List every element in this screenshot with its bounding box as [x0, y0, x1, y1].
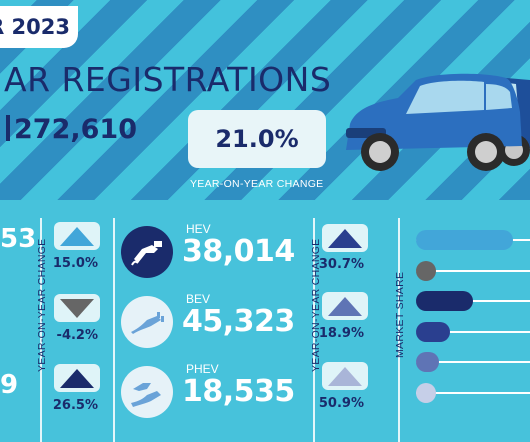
up-arrow-icon	[60, 368, 94, 388]
right-change-value-1: 30.7%	[318, 257, 364, 272]
fuel-nozzle-icon	[131, 241, 162, 266]
share-bar	[416, 321, 451, 342]
yoy-percent: 21.0%	[215, 125, 299, 153]
hybrid-plug-nozzle-icon	[131, 383, 161, 407]
share-bar	[416, 260, 436, 281]
share-bar	[416, 230, 513, 250]
hev-value: 38,014	[182, 234, 295, 269]
divider-1	[40, 218, 42, 442]
change-tile-3	[54, 364, 100, 392]
bev-badge	[121, 296, 173, 348]
year-badge: R 2023	[0, 6, 78, 48]
share-bar	[416, 352, 439, 372]
up-arrow-icon	[328, 366, 362, 386]
share-bar	[416, 382, 436, 403]
down-arrow-icon	[60, 298, 94, 318]
right-change-tile-1	[322, 224, 368, 252]
change-value-1: 15.0%	[52, 256, 98, 271]
divider-2	[113, 218, 115, 442]
divider-3	[313, 218, 315, 442]
right-change-tile-2	[322, 292, 368, 320]
phev-badge	[121, 366, 173, 418]
share-line	[416, 269, 530, 272]
partial-value-bottom: 9	[0, 370, 19, 400]
share-line	[416, 300, 530, 302]
market-share-label: MARKET SHARE	[394, 271, 406, 358]
change-value-2: -4.2%	[56, 328, 98, 343]
bev-value: 45,323	[182, 304, 295, 339]
right-change-value-3: 50.9%	[318, 396, 364, 411]
change-tile-1	[54, 222, 100, 250]
page-title: AR REGISTRATIONS	[4, 60, 332, 99]
partial-value-top: 53	[0, 224, 37, 254]
total-marker	[6, 115, 10, 141]
yoy-percent-box: 21.0%	[188, 110, 326, 168]
share-line	[416, 391, 530, 394]
divider-4	[398, 218, 400, 442]
right-change-tile-3	[322, 362, 368, 390]
total-value: 272,610	[14, 114, 137, 145]
up-arrow-icon	[60, 226, 94, 246]
yoy-label: YEAR-ON-YEAR CHANGE	[190, 178, 324, 190]
share-bar	[416, 291, 473, 311]
phev-label: PHEV	[186, 362, 219, 376]
up-arrow-icon	[328, 228, 362, 248]
header-banner: R 2023 AR REGISTRATIONS 272,610 21.0% YE…	[0, 0, 530, 200]
total-registrations: 272,610	[6, 114, 137, 145]
up-arrow-icon	[328, 296, 362, 316]
change-value-3: 26.5%	[52, 398, 98, 413]
bev-label: BEV	[186, 292, 211, 306]
ev-plug-icon	[131, 312, 164, 334]
share-line	[416, 361, 530, 363]
phev-value: 18,535	[182, 374, 295, 409]
hev-label: HEV	[186, 222, 211, 236]
hev-badge	[121, 226, 173, 278]
share-line	[416, 330, 530, 333]
change-tile-2	[54, 294, 100, 322]
right-change-value-2: 18.9%	[318, 326, 364, 341]
cars-illustration	[346, 73, 530, 171]
